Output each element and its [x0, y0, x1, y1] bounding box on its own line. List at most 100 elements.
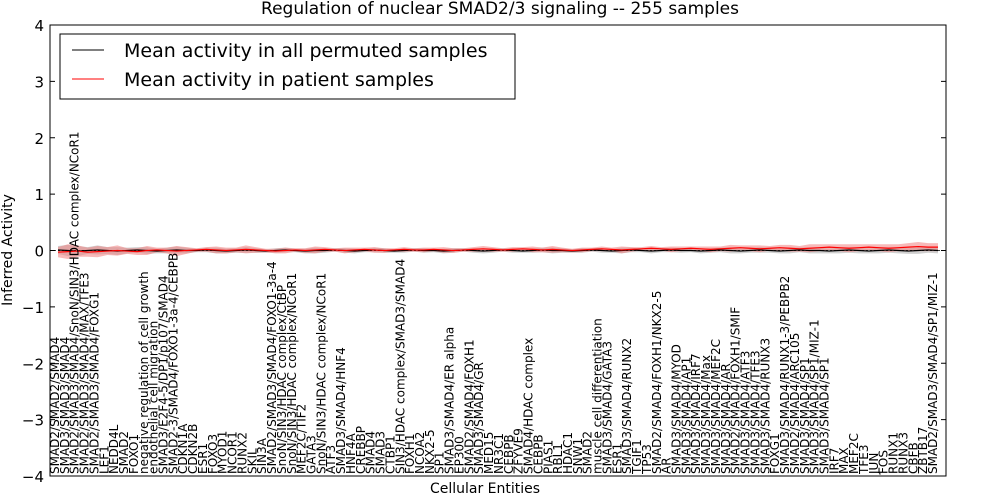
x-tick-label: PIAS1 — [541, 440, 555, 474]
x-tick-label: NR3C1 — [492, 433, 506, 474]
x-tick-label: ESR1 — [196, 443, 210, 474]
x-tick-label: SMAD3/SMAD4/HNF4 — [334, 347, 348, 474]
x-tick-label: endothelial cell migration — [147, 321, 161, 474]
x-tick-label: SMAD3/SMAD4/IRF7 — [689, 353, 703, 474]
x-tick-label: SMAD3/SMAD4/ATF3 — [739, 351, 753, 474]
x-tick-label: FOS — [877, 450, 891, 474]
x-tick-label: SMAD3/SMAD4/GR — [472, 362, 486, 474]
y-tick-label: −4 — [22, 468, 44, 486]
x-tick-label: ZFYVE9 — [512, 428, 526, 474]
x-tick-label: ZBTB17 — [916, 427, 930, 474]
x-tick-label: SMAD3/SMAD4/AP1 — [679, 357, 693, 474]
x-tick-label: SMAD3/SMAD4/AR — [719, 363, 733, 474]
x-tick-label: CTBP1 — [383, 435, 397, 474]
legend: Mean activity in all permuted samples Me… — [59, 33, 516, 100]
x-tick-label: SMAD3/SMAD4/MEF2C — [709, 339, 723, 474]
x-tick-label: HDAC1 — [561, 432, 575, 474]
x-tick-label: MEF2C — [847, 433, 861, 474]
x-tick-label: TGIF1 — [630, 439, 644, 475]
x-axis-label: Cellular Entities — [430, 481, 540, 497]
x-tick-label: AR — [660, 457, 674, 474]
x-tick-label: SMAD4 — [364, 431, 378, 474]
x-tick-label: CREBBP — [354, 426, 368, 474]
x-tick-label: MAX — [837, 447, 851, 474]
y-tick-label: −1 — [22, 299, 44, 317]
x-tick-label: SMAD2/SMAD3/SMAD4/FOXO1-3a-4 — [265, 261, 279, 474]
y-axis-label: Inferred Activity — [0, 194, 16, 306]
x-tick-label: SMAD2/SMAD4/ARC105 — [788, 333, 802, 474]
x-tick-label: SMAD3/SMAD3/SMAD4 — [58, 337, 72, 474]
x-tick-label: SMAD3/SMAD4/SP1 — [798, 357, 812, 474]
x-tick-label: SMAD2 — [581, 431, 595, 474]
x-tick-label: SMAD2/SMAD3/SMAD4/SnoN/SIN3/HDAC complex… — [68, 132, 82, 475]
x-tick-label: SMAD3 — [374, 431, 388, 474]
x-tick-label: CDKN2B — [186, 424, 200, 474]
x-tick-label: SMAD3/SMAD4/ER alpha — [443, 327, 457, 474]
y-tick-label: 1 — [34, 186, 44, 204]
x-tick-label: SMAD2 — [117, 431, 131, 474]
x-tick-label: RBL1 — [551, 443, 565, 474]
x-tick-label: SMAD3/SMAD4/RUNX3 — [758, 338, 772, 474]
x-tick-label: SnoN/SIN3/HDAC complex/NCoR1 — [285, 273, 299, 474]
x-tick-label: SMAD3/SMAD4/RUNX2 — [620, 338, 634, 474]
y-tick-label: 2 — [34, 130, 44, 148]
x-tick-label: FOXG1 — [768, 433, 782, 474]
x-tick-label: CDKN1A — [176, 423, 190, 474]
x-tick-label: SMAD3/SMAD4/Max — [699, 355, 713, 474]
x-tick-label: JUN — [867, 453, 881, 475]
x-tick-label: SKIL — [245, 448, 259, 474]
x-tick-label: SMAD2/SMAD2/SMAD4 — [48, 337, 62, 474]
x-tick-label: NCOR1 — [226, 431, 240, 474]
x-tick-label: SMAD3/SMAD4/GATA3 — [600, 341, 614, 474]
x-tick-label: SMAD3/SMAD4/MYOD — [670, 344, 684, 474]
x-tick-label: SMAD3/SMAD4/RUNX1-3/PEBPB2 — [778, 276, 792, 474]
x-tick-label: TFE3 — [857, 445, 871, 475]
x-tick-label: RUNX1 — [887, 432, 901, 474]
x-tick-label: SMAD3/SMAD4/SP1/MIZ-1 — [808, 319, 822, 474]
x-tick-label: NKX2-5 — [423, 429, 437, 474]
x-tick-label: SMAD2/SMAD3/SMAD4/FOXG1 — [87, 292, 101, 474]
y-tick-label: −2 — [22, 355, 44, 373]
x-tick-label: SMAD2/SMAD4/FOXH1 — [462, 339, 476, 474]
x-tick-label: MYOD1 — [216, 431, 230, 474]
x-tick-label: SMAD3/E2F4-5/DP1/p107/SMAD4 — [157, 275, 171, 474]
x-tick-label: SnoN/SIN3/HDAC complex/CtBP — [275, 285, 289, 474]
x-tick-label: CEBPB — [531, 434, 545, 474]
x-tick-label: GATA3 — [304, 435, 318, 474]
x-tick-label: SMAD3/SMAD4/SP1 — [817, 357, 831, 474]
x-tick-label: SP1 — [433, 452, 447, 475]
legend-label-patient: Mean activity in patient samples — [124, 69, 434, 91]
x-tick-label: SnoN/SIN3/HDAC complex/NCoR1 — [314, 273, 328, 474]
series-lines — [50, 245, 946, 253]
plot-frame — [49, 24, 947, 477]
x-tick-label: SMAD2/SMAD4/FOXH1/NKX2-5 — [650, 291, 664, 474]
x-tick-label: HNF4A — [344, 432, 358, 474]
x-tick-label: FOXO3 — [206, 434, 220, 474]
x-tick-label: SMAD2/SMAD3/SMAD4/MAX/TFE3 — [78, 272, 92, 474]
x-tick-label: MEF2C/TIF2 — [295, 404, 309, 474]
x-tick-label: TP53 — [640, 444, 654, 475]
chart-title: Regulation of nuclear SMAD2/3 signaling … — [261, 0, 739, 19]
y-tick-label: 0 — [34, 243, 44, 261]
y-tick-label: −3 — [22, 412, 44, 430]
x-tick-label: negative regulation of cell growth — [137, 271, 151, 474]
x-tick-label: RUNX3 — [896, 432, 910, 474]
legend-label-permuted: Mean activity in all permuted samples — [124, 40, 487, 62]
x-tick-label: FOXH1 — [403, 434, 417, 474]
x-tick-label: muscle cell differentiation — [591, 318, 605, 474]
x-tick-label: EP300 — [452, 436, 466, 474]
x-tick-labels: SMAD2/SMAD2/SMAD4SMAD3/SMAD3/SMAD4SMAD2/… — [48, 132, 940, 476]
y-tick-label: 3 — [34, 73, 44, 91]
x-tick-label: IRF7 — [827, 448, 841, 474]
x-tick-label: SNW1 — [571, 438, 585, 474]
x-tick-label: SMAD2/SMAD3/SMAD4/SP1/MIZ-1 — [926, 272, 940, 474]
x-tick-label: LEF1 — [97, 445, 111, 474]
x-tick-label: SMAD2-3/SMAD4/FOXO1-3a-4/CEBPB — [166, 253, 180, 474]
x-tick-label: NEDD4L — [107, 424, 121, 474]
x-tick-label: CEBPB — [502, 434, 516, 474]
x-tick-label: SIN3/HDAC complex/SMAD3/SMAD4 — [393, 259, 407, 474]
x-tick-label: SMAD2/SMAD4/FOXH1/SMIF — [729, 307, 743, 474]
x-tick-label: FOXO1 — [127, 434, 141, 474]
x-tick-label: SIN3A — [255, 437, 269, 474]
